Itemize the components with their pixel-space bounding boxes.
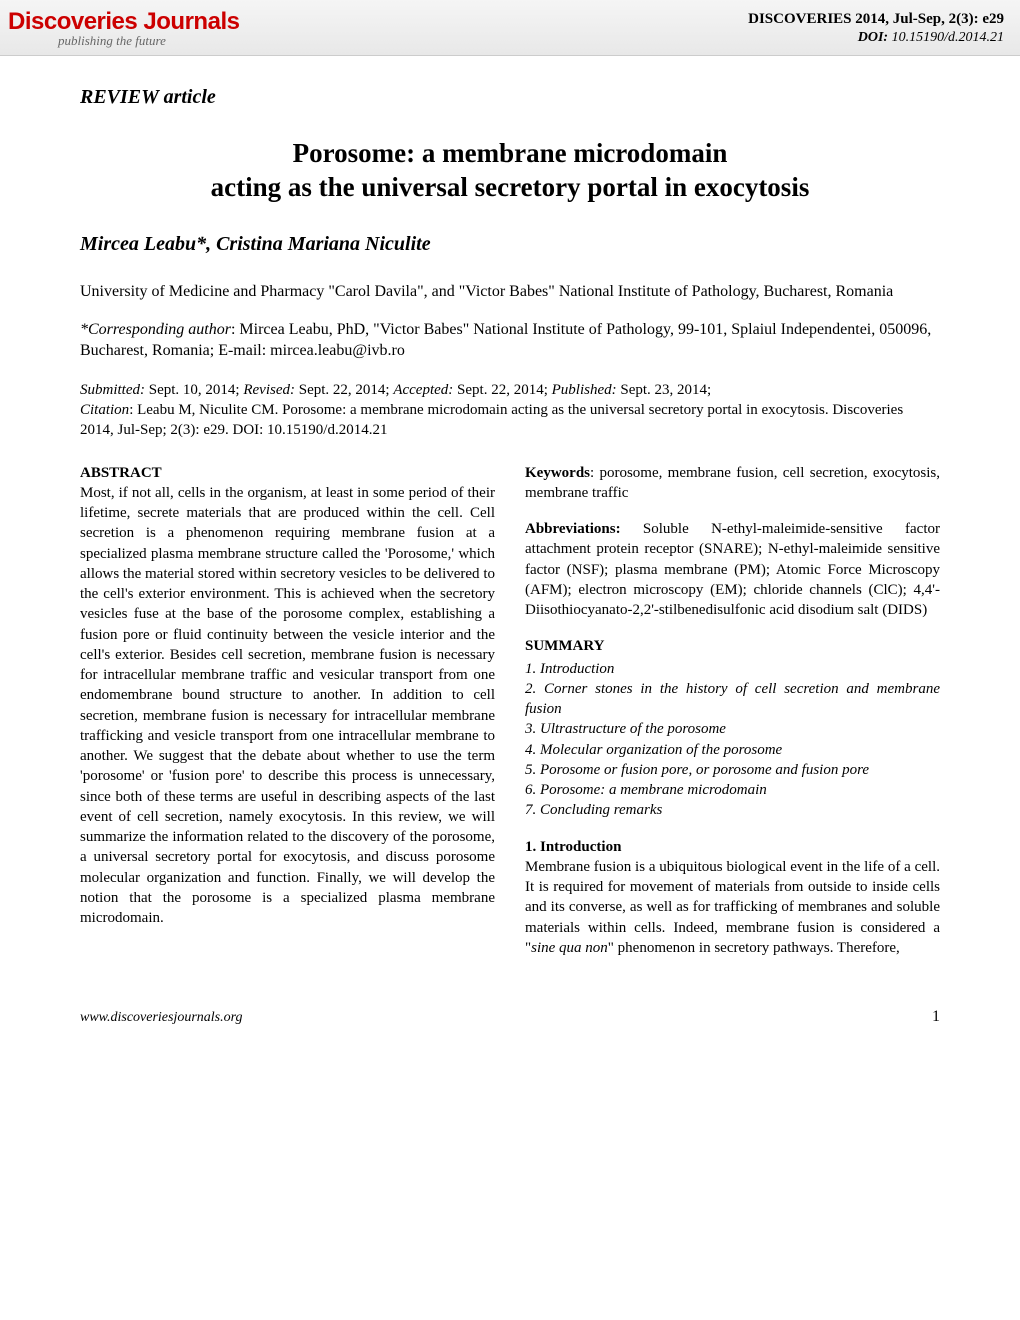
keywords-label: Keywords <box>525 465 590 481</box>
abstract-heading: ABSTRACT <box>80 463 495 483</box>
left-column: ABSTRACT Most, if not all, cells in the … <box>80 463 495 959</box>
summary-item: 5. Porosome or fusion pore, or porosome … <box>525 760 940 780</box>
affiliation: University of Medicine and Pharmacy "Car… <box>80 282 940 303</box>
title-line-2: acting as the universal secretory portal… <box>211 172 810 202</box>
published-value: Sept. 23, 2014; <box>617 382 712 398</box>
abbreviations-label: Abbreviations: <box>525 521 621 537</box>
summary-item: 1. Introduction <box>525 659 940 679</box>
title-line-1: Porosome: a membrane microdomain <box>293 138 728 168</box>
corresponding-author: *Corresponding author: Mircea Leabu, PhD… <box>80 320 940 362</box>
introduction-block: 1. Introduction Membrane fusion is a ubi… <box>525 837 940 959</box>
citation-label: Citation <box>80 402 129 418</box>
doi-label: DOI: <box>858 30 888 45</box>
article-title: Porosome: a membrane microdomain acting … <box>80 137 940 205</box>
intro-sine-qua-non: sine qua non <box>531 940 608 956</box>
submitted-label: Submitted: <box>80 382 145 398</box>
summary-item: 7. Concluding remarks <box>525 800 940 820</box>
summary-item: 4. Molecular organization of the porosom… <box>525 740 940 760</box>
revised-value: Sept. 22, 2014; <box>295 382 393 398</box>
keywords-block: Keywords: porosome, membrane fusion, cel… <box>525 463 940 504</box>
accepted-value: Sept. 22, 2014; <box>453 382 551 398</box>
summary-item: 3. Ultrastructure of the porosome <box>525 719 940 739</box>
citation-text: : Leabu M, Niculite CM. Porosome: a memb… <box>80 402 903 438</box>
issue-line: DISCOVERIES 2014, Jul-Sep, 2(3): e29 <box>748 10 1004 30</box>
doi-value: 10.15190/d.2014.21 <box>892 30 1004 45</box>
page-footer: www.discoveriesjournals.org 1 <box>0 988 1020 1038</box>
two-column-body: ABSTRACT Most, if not all, cells in the … <box>80 463 940 959</box>
intro-part-2: " phenomenon in secretory pathways. Ther… <box>608 940 900 956</box>
introduction-heading: 1. Introduction <box>525 837 940 857</box>
summary-item: 6. Porosome: a membrane microdomain <box>525 780 940 800</box>
footer-url: www.discoveriesjournals.org <box>80 1010 243 1026</box>
page-body: REVIEW article Porosome: a membrane micr… <box>0 56 1020 988</box>
dates-citation: Submitted: Sept. 10, 2014; Revised: Sept… <box>80 380 940 441</box>
logo-main: Discoveries Journals <box>8 10 239 34</box>
introduction-body: Membrane fusion is a ubiquitous biologic… <box>525 857 940 958</box>
article-type: REVIEW article <box>80 86 940 109</box>
summary-item: 2. Corner stones in the history of cell … <box>525 679 940 720</box>
abstract-body: Most, if not all, cells in the organism,… <box>80 483 495 929</box>
summary-block: SUMMARY 1. Introduction 2. Corner stones… <box>525 636 940 820</box>
footer-page-number: 1 <box>932 1008 940 1026</box>
authors: Mircea Leabu*, Cristina Mariana Niculite <box>80 233 940 256</box>
logo-block: Discoveries Journals publishing the futu… <box>8 10 239 47</box>
logo-tagline: publishing the future <box>8 34 239 47</box>
summary-heading: SUMMARY <box>525 636 940 656</box>
abbreviations-block: Abbreviations: Soluble N-ethyl-maleimide… <box>525 519 940 620</box>
summary-list: 1. Introduction 2. Corner stones in the … <box>525 659 940 821</box>
right-column: Keywords: porosome, membrane fusion, cel… <box>525 463 940 959</box>
published-label: Published: <box>552 382 617 398</box>
corresponding-label: *Corresponding author <box>80 321 231 338</box>
issue-block: DISCOVERIES 2014, Jul-Sep, 2(3): e29 DOI… <box>748 10 1004 48</box>
submitted-value: Sept. 10, 2014; <box>145 382 243 398</box>
revised-label: Revised: <box>243 382 295 398</box>
journal-header: Discoveries Journals publishing the futu… <box>0 0 1020 56</box>
accepted-label: Accepted: <box>393 382 453 398</box>
doi-line: DOI: 10.15190/d.2014.21 <box>748 29 1004 47</box>
